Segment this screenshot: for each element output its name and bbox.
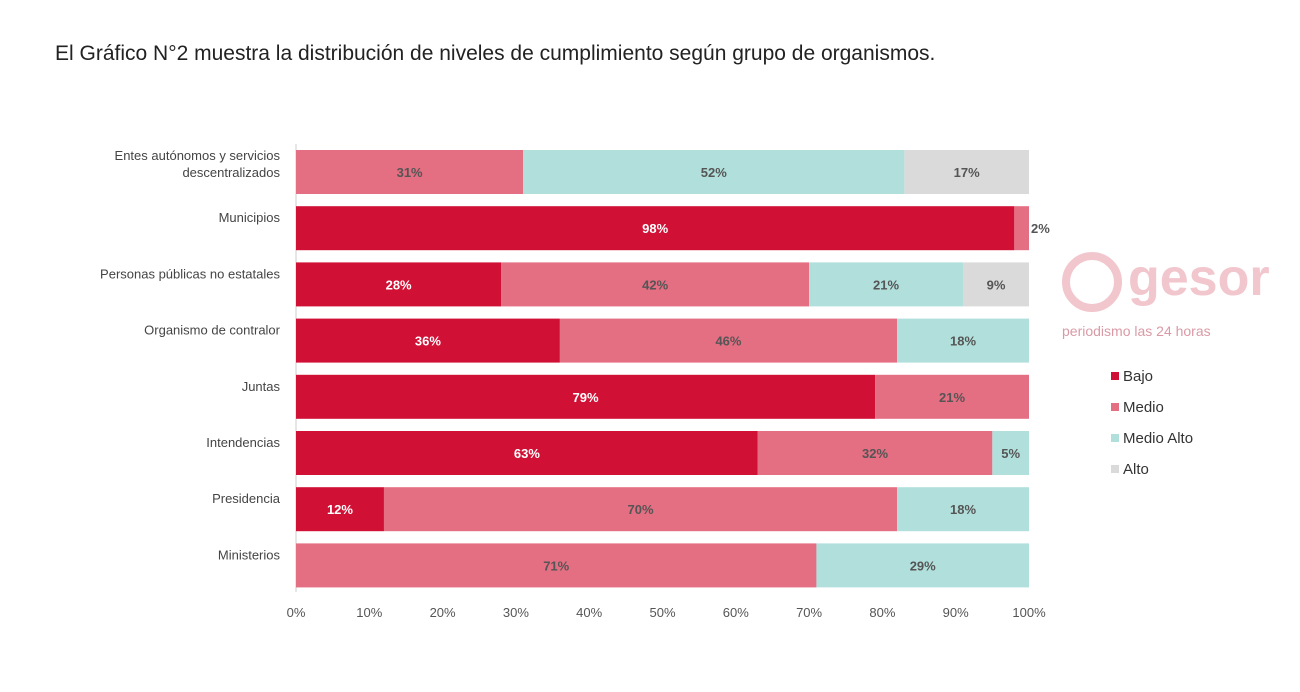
- category-label: descentralizados: [182, 165, 280, 180]
- data-label: 63%: [514, 446, 540, 461]
- data-label: 2%: [1031, 221, 1050, 236]
- bar-segment-medio: [1014, 206, 1029, 251]
- data-label: 46%: [715, 334, 741, 349]
- data-label: 31%: [397, 165, 423, 180]
- data-label: 70%: [627, 502, 653, 517]
- x-tick-label: 100%: [1012, 605, 1046, 620]
- legend-label: Alto: [1123, 461, 1149, 478]
- x-tick-label: 20%: [430, 605, 456, 620]
- bar-segment-medio: [875, 374, 1029, 419]
- category-label: Personas públicas no estatales: [100, 266, 280, 281]
- category-label: Juntas: [242, 379, 281, 394]
- bar-segment-medio: [501, 262, 810, 307]
- legend-swatch: [1111, 372, 1119, 380]
- data-label: 12%: [327, 502, 353, 517]
- x-tick-label: 0%: [287, 605, 306, 620]
- data-label: 17%: [954, 165, 980, 180]
- bar-segment-bajo: [296, 374, 876, 419]
- x-tick-label: 80%: [869, 605, 895, 620]
- bar-segment-medio-alto: [523, 150, 905, 194]
- data-label: 36%: [415, 334, 441, 349]
- bar-segment-medio-alto: [897, 318, 1029, 363]
- data-label: 9%: [987, 277, 1006, 292]
- data-label: 18%: [950, 502, 976, 517]
- x-tick-label: 30%: [503, 605, 529, 620]
- bar-segment-medio: [296, 543, 817, 588]
- data-label: 79%: [573, 390, 599, 405]
- legend-label: Medio: [1123, 399, 1164, 416]
- bar-segment-bajo: [296, 262, 502, 307]
- category-label: Ministerios: [218, 547, 281, 562]
- x-tick-label: 60%: [723, 605, 749, 620]
- bar-segment-medio-alto: [992, 431, 1029, 475]
- page-title: El Gráfico N°2 muestra la distribución d…: [55, 42, 936, 65]
- category-label: Entes autónomos y servicios: [115, 148, 281, 163]
- category-label: Presidencia: [212, 491, 281, 506]
- data-label: 29%: [910, 558, 936, 573]
- data-label: 5%: [1001, 446, 1020, 461]
- data-label: 71%: [543, 558, 569, 573]
- data-label: 28%: [386, 277, 412, 292]
- x-tick-label: 50%: [649, 605, 675, 620]
- data-label: 98%: [642, 221, 668, 236]
- category-label: Organismo de contralor: [144, 323, 281, 338]
- data-label: 42%: [642, 277, 668, 292]
- bar-segment-bajo: [296, 431, 758, 475]
- bar-segment-medio: [757, 431, 993, 475]
- bar-segment-medio: [559, 318, 898, 363]
- bar-segment-bajo: [296, 206, 1015, 251]
- bar-segment-medio: [383, 487, 898, 532]
- category-label: Municipios: [219, 210, 281, 225]
- bar-segment-bajo: [296, 318, 560, 363]
- x-tick-label: 10%: [356, 605, 382, 620]
- legend-label: Bajo: [1123, 368, 1153, 385]
- data-label: 32%: [862, 446, 888, 461]
- data-label: 52%: [701, 165, 727, 180]
- x-tick-label: 90%: [943, 605, 969, 620]
- data-label: 21%: [939, 390, 965, 405]
- legend-label: Medio Alto: [1123, 430, 1193, 447]
- bar-segment-medio-alto: [816, 543, 1029, 588]
- bar-segment-bajo: [296, 487, 384, 532]
- bar-segment-medio: [296, 150, 524, 194]
- x-tick-label: 70%: [796, 605, 822, 620]
- legend-swatch: [1111, 434, 1119, 442]
- category-label: Intendencias: [206, 435, 280, 450]
- x-tick-label: 40%: [576, 605, 602, 620]
- bar-segment-alto: [904, 150, 1029, 194]
- legend-swatch: [1111, 465, 1119, 473]
- bar-segment-alto: [963, 262, 1029, 307]
- legend-swatch: [1111, 403, 1119, 411]
- bar-segment-medio-alto: [897, 487, 1029, 532]
- data-label: 21%: [873, 277, 899, 292]
- data-label: 18%: [950, 334, 976, 349]
- bar-segment-medio-alto: [809, 262, 964, 307]
